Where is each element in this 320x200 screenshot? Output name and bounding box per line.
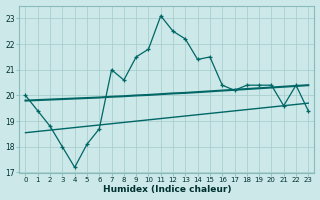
X-axis label: Humidex (Indice chaleur): Humidex (Indice chaleur) <box>103 185 231 194</box>
